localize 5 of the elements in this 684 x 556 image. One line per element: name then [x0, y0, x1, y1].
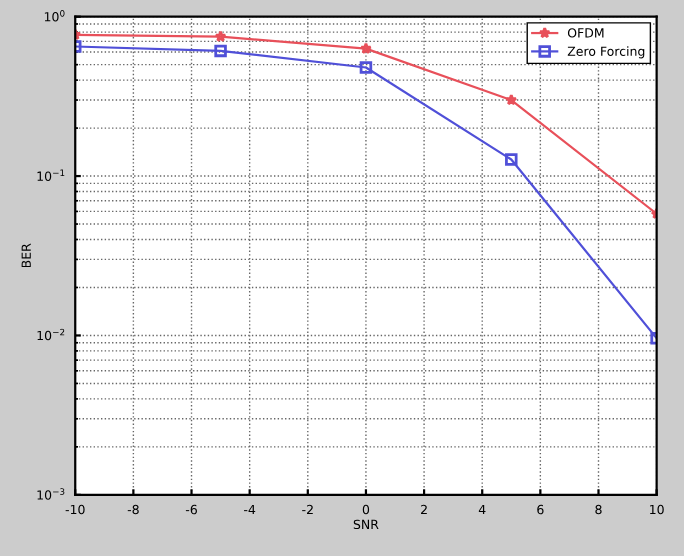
point [505, 93, 518, 106]
point [214, 44, 227, 58]
point [214, 30, 227, 42]
point [359, 61, 373, 74]
point [505, 153, 518, 166]
